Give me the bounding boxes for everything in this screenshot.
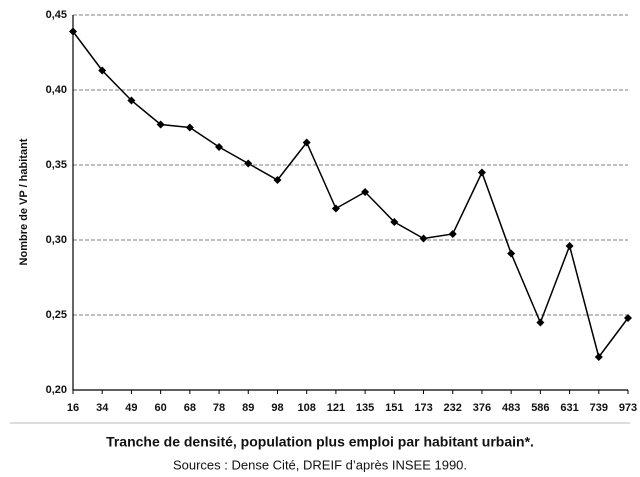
data-line: [72, 31, 629, 359]
x-tick-label: 68: [184, 402, 196, 414]
data-point: [477, 168, 486, 177]
x-tick-label: 60: [155, 402, 167, 414]
x-axis-label: Tranche de densité, population plus empl…: [106, 434, 534, 450]
x-tick-label: 34: [96, 402, 109, 414]
x-tick-label: 973: [619, 402, 637, 414]
data-point: [390, 218, 399, 226]
x-tick-label: 173: [414, 402, 432, 414]
data-point: [215, 143, 224, 151]
x-tick-label: 98: [271, 402, 283, 414]
source-note: Sources : Dense Cité, DREIF d’après INSE…: [173, 457, 467, 472]
data-point: [273, 176, 282, 184]
x-tick-label: 78: [213, 402, 225, 414]
x-tick-label: 16: [67, 402, 79, 414]
x-tick-label: 108: [298, 402, 316, 414]
data-point: [419, 234, 428, 243]
data-point: [69, 27, 77, 36]
x-tick-label: 739: [590, 402, 608, 414]
x-tick-label: 232: [444, 402, 462, 414]
data-point: [361, 188, 370, 196]
y-tick-label: 0,45: [46, 9, 67, 21]
y-axis-label: Nombre de VP / habitant: [18, 138, 30, 265]
data-point: [244, 159, 253, 168]
data-point: [565, 242, 574, 250]
data-point: [507, 249, 516, 258]
x-tick-label: 121: [327, 402, 345, 414]
y-tick-label: 0,40: [46, 84, 67, 96]
data-point: [185, 123, 194, 132]
data-point: [624, 314, 632, 322]
x-tick-label: 135: [356, 402, 374, 414]
x-tick-label: 586: [531, 402, 549, 414]
x-tick-label: 49: [125, 402, 137, 414]
data-point: [331, 204, 340, 213]
data-point: [594, 353, 603, 361]
x-tick-label: 483: [502, 402, 520, 414]
y-tick-label: 0,25: [46, 309, 67, 321]
y-tick-label: 0,30: [46, 234, 67, 246]
data-point: [448, 230, 457, 238]
data-point: [302, 138, 311, 147]
x-tick-label: 631: [560, 402, 578, 414]
y-tick-label: 0,35: [46, 159, 67, 171]
data-point: [98, 66, 107, 75]
y-tick-label: 0,20: [46, 384, 67, 396]
data-point: [536, 318, 545, 327]
x-tick-label: 376: [473, 402, 491, 414]
data-point: [127, 96, 136, 105]
x-tick-label: 89: [242, 402, 254, 414]
x-tick-label: 151: [385, 402, 403, 414]
data-point: [156, 120, 165, 129]
